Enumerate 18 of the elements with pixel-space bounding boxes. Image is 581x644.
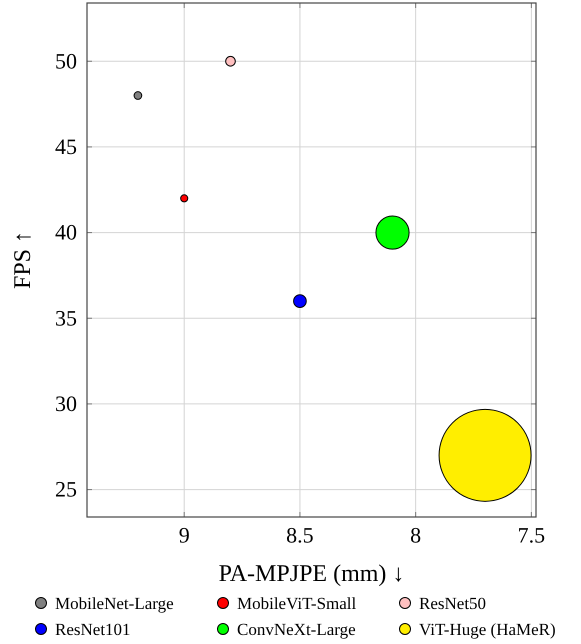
y-tick-label: 40 [55,220,77,245]
y-tick-label: 50 [55,48,77,74]
legend-label: MobileViT-Small [237,594,357,613]
legend-label: ViT-Huge (HaMeR) [419,620,556,639]
legend-label: ResNet50 [419,594,486,613]
y-tick-label: 35 [55,305,77,330]
x-axis-title: PA-MPJPE (mm) ↓ [218,561,404,587]
legend-label: ConvNeXt-Large [237,620,356,639]
y-axis-title: FPS ↑ [10,230,36,290]
x-tick-label: 8 [410,522,422,548]
x-tick-label: 9 [178,522,190,548]
y-tick-label: 30 [55,390,77,416]
y-tick-label: 45 [55,134,77,159]
legend-label: MobileNet-Large [55,594,174,613]
y-tick-label: 25 [55,476,77,502]
x-tick-label: 7.5 [518,522,546,548]
legend-label: ResNet101 [55,620,131,639]
x-tick-label: 8.5 [286,522,314,548]
